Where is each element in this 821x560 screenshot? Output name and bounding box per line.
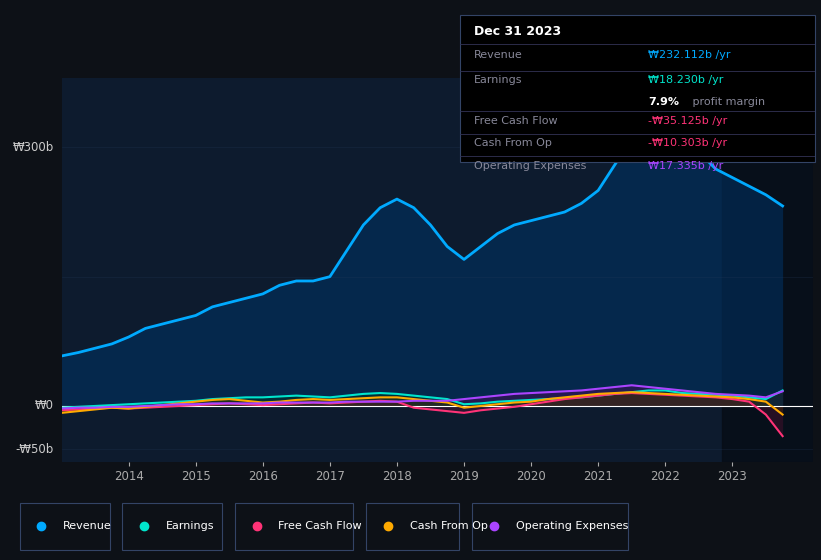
FancyBboxPatch shape <box>366 503 460 550</box>
FancyBboxPatch shape <box>235 503 353 550</box>
Text: Revenue: Revenue <box>475 50 523 60</box>
Text: Earnings: Earnings <box>166 521 214 531</box>
Text: Revenue: Revenue <box>63 521 112 531</box>
Text: -₩10.303b /yr: -₩10.303b /yr <box>648 138 727 148</box>
Text: Free Cash Flow: Free Cash Flow <box>475 116 557 127</box>
FancyBboxPatch shape <box>122 503 222 550</box>
FancyBboxPatch shape <box>472 503 628 550</box>
Text: Cash From Op: Cash From Op <box>475 138 552 148</box>
Bar <box>722 78 813 462</box>
Text: Cash From Op: Cash From Op <box>410 521 488 531</box>
FancyBboxPatch shape <box>460 15 815 162</box>
Text: Dec 31 2023: Dec 31 2023 <box>475 25 562 38</box>
FancyBboxPatch shape <box>20 503 110 550</box>
Text: ₩17.335b /yr: ₩17.335b /yr <box>648 161 723 171</box>
Text: ₩0: ₩0 <box>35 399 54 413</box>
Text: Earnings: Earnings <box>475 75 523 85</box>
Text: ₩232.112b /yr: ₩232.112b /yr <box>648 50 731 60</box>
Text: ₩18.230b /yr: ₩18.230b /yr <box>648 75 723 85</box>
Text: -₩35.125b /yr: -₩35.125b /yr <box>648 116 727 127</box>
Text: ₩300b: ₩300b <box>13 141 54 154</box>
Text: -₩50b: -₩50b <box>16 442 54 456</box>
Text: Operating Expenses: Operating Expenses <box>516 521 628 531</box>
Text: profit margin: profit margin <box>689 97 765 108</box>
Text: 7.9%: 7.9% <box>648 97 679 108</box>
Text: Free Cash Flow: Free Cash Flow <box>278 521 362 531</box>
Text: Operating Expenses: Operating Expenses <box>475 161 586 171</box>
